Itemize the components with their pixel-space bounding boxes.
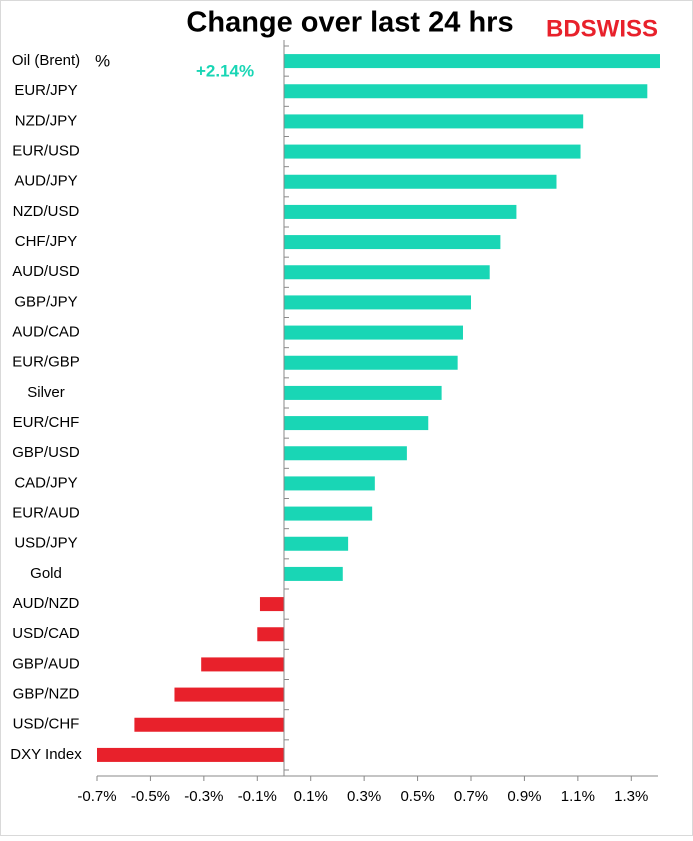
y-tick-label: NZD/USD: [13, 203, 80, 220]
bar: [284, 144, 581, 159]
bar: [257, 627, 284, 642]
bar: [284, 476, 375, 491]
y-tick-label: GBP/NZD: [13, 686, 80, 703]
bar: [284, 385, 442, 400]
y-tick-label: Gold: [30, 565, 62, 582]
y-tick-label: AUD/CAD: [12, 324, 80, 341]
y-tick-label: EUR/GBP: [12, 354, 80, 371]
x-tick-label: -0.3%: [184, 788, 223, 805]
y-tick-label: EUR/CHF: [13, 414, 80, 431]
bar: [284, 566, 343, 581]
bar: [284, 265, 490, 280]
y-tick-label: GBP/JPY: [14, 293, 77, 310]
x-tick-label: -0.1%: [238, 788, 277, 805]
unit-label: %: [95, 51, 110, 70]
y-tick-label: AUD/JPY: [14, 173, 77, 190]
y-tick-label: NZD/JPY: [15, 112, 78, 129]
bar: [284, 204, 517, 219]
bar: [284, 355, 458, 370]
bar: [134, 717, 284, 732]
logo: BDSWISS: [546, 15, 658, 42]
bar: [284, 174, 557, 189]
y-tick-label: EUR/AUD: [12, 505, 80, 522]
y-tick-label: CHF/JPY: [15, 233, 78, 250]
bar: [284, 325, 463, 340]
y-tick-label: Oil (Brent): [12, 52, 80, 69]
y-tick-label: EUR/JPY: [14, 82, 77, 99]
x-tick-label: 0.5%: [400, 788, 434, 805]
x-tick-label: -0.5%: [131, 788, 170, 805]
x-tick-label: 1.3%: [614, 788, 648, 805]
y-tick-label: EUR/USD: [12, 143, 80, 160]
y-tick-label: DXY Index: [10, 746, 82, 763]
bar: [259, 597, 284, 612]
y-tick-label: GBP/USD: [12, 444, 80, 461]
bar: [284, 446, 407, 461]
bar: [284, 506, 373, 521]
y-tick-label: CAD/JPY: [14, 474, 77, 491]
chart-title: Change over last 24 hrs: [186, 7, 513, 39]
bar: [284, 416, 429, 431]
x-tick-label: 0.1%: [294, 788, 328, 805]
bar: [284, 536, 349, 551]
x-tick-label: 1.1%: [561, 788, 595, 805]
bar: [284, 235, 501, 250]
y-tick-label: USD/JPY: [14, 535, 77, 552]
y-tick-label: AUD/NZD: [13, 595, 80, 612]
bar: [284, 84, 648, 99]
x-tick-label: -0.7%: [77, 788, 116, 805]
x-tick-label: 0.3%: [347, 788, 381, 805]
y-tick-label: USD/CHF: [13, 716, 80, 733]
y-tick-label: USD/CAD: [12, 625, 80, 642]
bar: [201, 657, 284, 672]
bar: [97, 747, 284, 762]
x-tick-label: 0.9%: [507, 788, 541, 805]
bar: [284, 54, 660, 69]
x-tick-label: 0.7%: [454, 788, 488, 805]
y-tick-label: Silver: [27, 384, 65, 401]
bar: [284, 295, 471, 310]
y-tick-label: GBP/AUD: [12, 655, 80, 672]
bar: [284, 114, 584, 129]
bar: [174, 687, 284, 702]
y-tick-label: AUD/USD: [12, 263, 80, 280]
annotation: +2.14%: [196, 61, 254, 80]
